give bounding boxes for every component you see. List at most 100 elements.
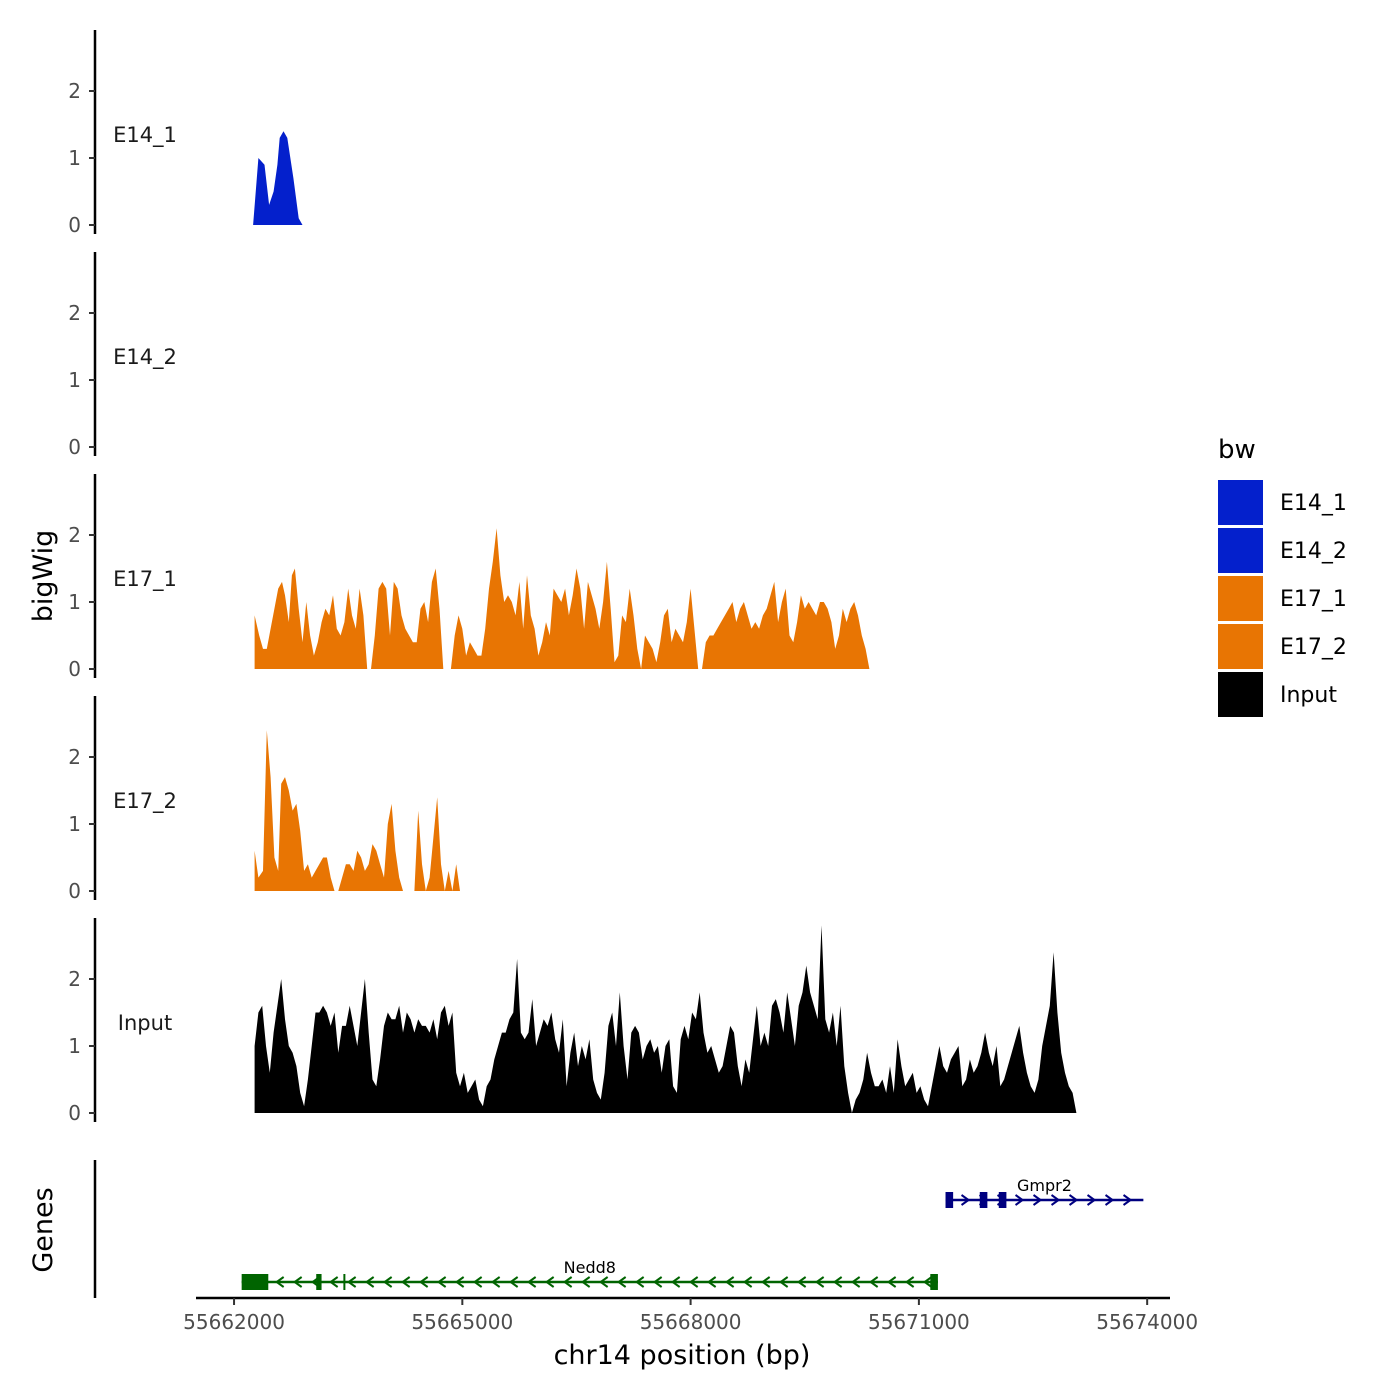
strand-arrow-icon bbox=[634, 1276, 645, 1288]
y-tick-label: 0 bbox=[68, 435, 81, 459]
genes-axis-title: Genes bbox=[28, 1187, 59, 1272]
gene-exon bbox=[998, 1192, 1007, 1208]
x-axis: 55662000 55665000 55668000 55671000 55674000 bbox=[183, 1296, 1198, 1334]
gene-exon bbox=[316, 1274, 322, 1290]
legend-label: E17_1 bbox=[1280, 587, 1347, 612]
legend-swatch bbox=[1218, 480, 1263, 525]
y-tick-label: 2 bbox=[68, 79, 81, 103]
strand-arrow-icon bbox=[472, 1276, 483, 1288]
strand-arrow-icon bbox=[706, 1276, 717, 1288]
strand-arrow-icon bbox=[832, 1276, 843, 1288]
x-tick-label: 55665000 bbox=[411, 1310, 513, 1334]
track-panel-e17-2: 0 1 2 E17_2 bbox=[68, 696, 1123, 903]
y-tick-label: 1 bbox=[68, 812, 81, 836]
legend-item: E17_2 bbox=[1218, 624, 1347, 669]
gene-exon bbox=[979, 1192, 988, 1208]
strand-arrow-icon bbox=[814, 1276, 825, 1288]
y-tick-label: 1 bbox=[68, 146, 81, 170]
track-label: E14_2 bbox=[113, 345, 177, 370]
strand-arrow-icon bbox=[490, 1276, 501, 1288]
legend-swatch bbox=[1218, 576, 1263, 621]
legend-item: E14_2 bbox=[1218, 528, 1347, 573]
y-tick-label: 0 bbox=[68, 879, 81, 903]
x-tick-label: 55668000 bbox=[640, 1310, 742, 1334]
strand-arrow-icon bbox=[1122, 1194, 1133, 1206]
legend-label: Input bbox=[1280, 683, 1337, 708]
y-tick-label: 2 bbox=[68, 745, 81, 769]
strand-arrow-icon bbox=[328, 1276, 339, 1288]
gene-nedd8: Nedd8 bbox=[241, 1258, 938, 1290]
signal-area-e17-1 bbox=[254, 528, 1094, 669]
track-label: Input bbox=[118, 1011, 172, 1035]
y-tick-label: 1 bbox=[68, 1034, 81, 1058]
strand-arrow-icon bbox=[436, 1276, 447, 1288]
legend-swatch bbox=[1218, 672, 1263, 717]
gene-exon bbox=[241, 1274, 269, 1290]
strand-arrow-icon bbox=[652, 1276, 663, 1288]
strand-arrow-icon bbox=[1050, 1194, 1061, 1206]
strand-arrow-icon bbox=[598, 1276, 609, 1288]
strand-arrow-icon bbox=[346, 1276, 357, 1288]
strand-arrow-icon bbox=[922, 1276, 933, 1288]
y-tick-label: 0 bbox=[68, 1101, 81, 1125]
strand-arrow-icon bbox=[724, 1276, 735, 1288]
strand-arrow-icon bbox=[382, 1276, 393, 1288]
legend-swatch bbox=[1218, 528, 1263, 573]
y-tick-label: 0 bbox=[68, 657, 81, 681]
legend-item: Input bbox=[1218, 672, 1337, 717]
gene-exon bbox=[930, 1274, 938, 1290]
x-tick-label: 55662000 bbox=[183, 1310, 285, 1334]
strand-arrow-icon bbox=[796, 1276, 807, 1288]
legend-swatch bbox=[1218, 624, 1263, 669]
y-tick-label: 2 bbox=[68, 523, 81, 547]
strand-arrow-icon bbox=[1068, 1194, 1079, 1206]
strand-arrow-icon bbox=[508, 1276, 519, 1288]
strand-arrow-icon bbox=[904, 1276, 915, 1288]
legend-label: E14_2 bbox=[1280, 539, 1347, 564]
y-tick-label: 1 bbox=[68, 590, 81, 614]
legend: E14_1 E14_2 E17_1 E17_2 Input bbox=[1218, 480, 1347, 717]
strand-arrow-icon bbox=[1104, 1194, 1115, 1206]
strand-arrow-icon bbox=[274, 1276, 285, 1288]
y-tick-label: 2 bbox=[68, 301, 81, 325]
gene-label: Gmpr2 bbox=[1017, 1176, 1072, 1195]
strand-arrow-icon bbox=[960, 1194, 971, 1206]
y-tick-label: 2 bbox=[68, 967, 81, 991]
strand-arrow-icon bbox=[688, 1276, 699, 1288]
strand-arrow-icon bbox=[1086, 1194, 1097, 1206]
legend-item: E14_1 bbox=[1218, 480, 1347, 525]
strand-arrow-icon bbox=[886, 1276, 897, 1288]
strand-arrow-icon bbox=[562, 1276, 573, 1288]
strand-arrow-icon bbox=[778, 1276, 789, 1288]
gene-exon bbox=[945, 1192, 954, 1208]
legend-label: E17_2 bbox=[1280, 635, 1347, 660]
strand-arrow-icon bbox=[760, 1276, 771, 1288]
track-panel-e14-1: 0 1 2 E14_1 bbox=[68, 30, 1116, 237]
legend-item: E17_1 bbox=[1218, 576, 1347, 621]
signal-area-input bbox=[254, 925, 1111, 1113]
strand-arrow-icon bbox=[616, 1276, 627, 1288]
gene-label: Nedd8 bbox=[564, 1258, 616, 1277]
strand-arrow-icon bbox=[364, 1276, 375, 1288]
signal-area-e17-2 bbox=[254, 730, 1123, 891]
strand-arrow-icon bbox=[526, 1276, 537, 1288]
strand-arrow-icon bbox=[400, 1276, 411, 1288]
tracks-layer: 0 1 2 E14_1 0 1 2 E14_2 0 1 2 E17_1 0 1 2 E17_2 0 1 2 Input bbox=[68, 30, 1123, 1125]
y-tick-label: 1 bbox=[68, 368, 81, 392]
x-tick-label: 55674000 bbox=[1096, 1310, 1198, 1334]
track-panel-input: 0 1 2 Input bbox=[68, 918, 1111, 1125]
x-tick-label: 55671000 bbox=[868, 1310, 970, 1334]
strand-arrow-icon bbox=[742, 1276, 753, 1288]
track-panel-e14-2: 0 1 2 E14_2 bbox=[68, 252, 177, 459]
strand-arrow-icon bbox=[292, 1276, 303, 1288]
y-axis-title: bigWig bbox=[28, 530, 59, 623]
legend-label: E14_1 bbox=[1280, 491, 1347, 516]
strand-arrow-icon bbox=[1014, 1194, 1025, 1206]
strand-arrow-icon bbox=[544, 1276, 555, 1288]
track-label: E17_2 bbox=[113, 789, 177, 814]
strand-arrow-icon bbox=[1032, 1194, 1043, 1206]
strand-arrow-icon bbox=[850, 1276, 861, 1288]
y-tick-label: 0 bbox=[68, 213, 81, 237]
x-axis-title: chr14 position (bp) bbox=[554, 1340, 811, 1371]
